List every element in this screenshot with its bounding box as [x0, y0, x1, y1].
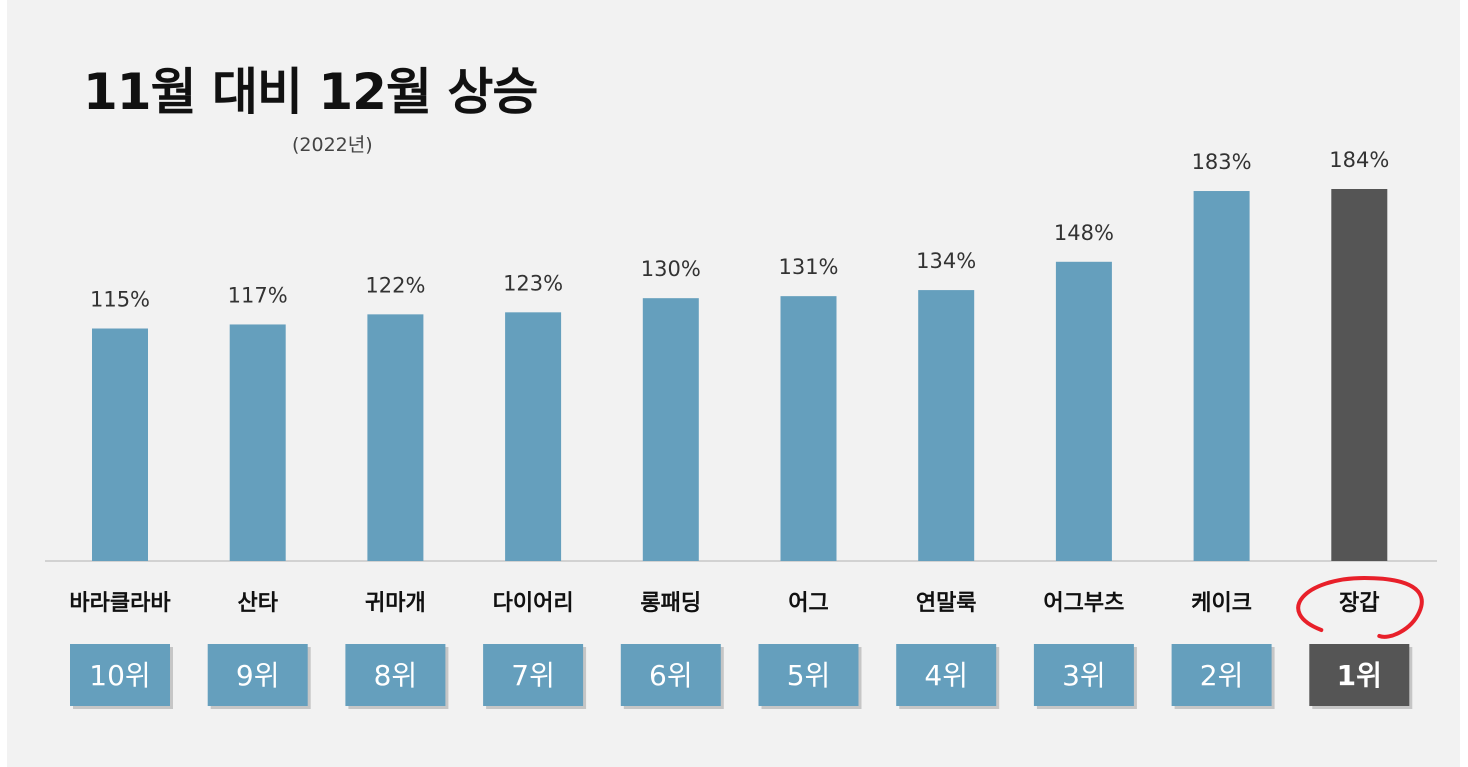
rank-label-2: 9위 — [236, 659, 280, 692]
bar-6 — [781, 296, 837, 561]
category-label-9: 케이크 — [1191, 591, 1252, 616]
data-label-3: 122% — [365, 273, 425, 297]
data-label-2: 117% — [228, 283, 288, 307]
category-label-10: 장갑 — [1339, 591, 1379, 616]
rank-label-5: 6위 — [649, 659, 693, 692]
rank-label-7: 4위 — [924, 659, 968, 692]
rank-label-6: 5위 — [787, 659, 831, 692]
rank-label-1: 10위 — [89, 659, 150, 692]
data-label-5: 130% — [641, 257, 701, 281]
rank-label-10: 1위 — [1337, 659, 1382, 692]
bar-chart: 115%바라클라바10위117%산타9위122%귀마개8위123%다이어리7위1… — [7, 0, 1460, 767]
bar-4 — [505, 312, 561, 561]
category-label-1: 바라클라바 — [69, 591, 171, 616]
chart-canvas: 11월 대비 12월 상승 (2022년) 115% 바라클라바 10위 117% 산타… — [7, 0, 1460, 767]
bar-7 — [918, 290, 974, 561]
bar-5 — [643, 298, 699, 561]
category-label-5: 롱패딩 — [640, 591, 701, 616]
bar-2 — [230, 324, 286, 561]
rank-label-4: 7위 — [511, 659, 555, 692]
data-label-6: 131% — [778, 255, 838, 279]
category-label-2: 산타 — [237, 591, 278, 616]
rank-label-8: 3위 — [1062, 659, 1106, 692]
bar-3 — [367, 314, 423, 561]
data-label-10: 184% — [1329, 148, 1389, 172]
bar-1 — [92, 329, 148, 562]
category-label-4: 다이어리 — [493, 591, 574, 616]
rank-label-9: 2위 — [1200, 659, 1244, 692]
category-label-8: 어그부츠 — [1043, 591, 1124, 616]
category-label-7: 연말룩 — [916, 591, 977, 616]
data-label-1: 115% — [90, 288, 150, 312]
category-label-6: 어그 — [788, 591, 828, 616]
bar-9 — [1194, 191, 1250, 561]
category-label-3: 귀마개 — [365, 591, 426, 616]
data-label-4: 123% — [503, 271, 563, 295]
bar-10 — [1331, 189, 1387, 561]
data-label-9: 183% — [1192, 150, 1252, 174]
rank-label-3: 8위 — [374, 659, 418, 692]
data-label-8: 148% — [1054, 221, 1114, 245]
bar-8 — [1056, 262, 1112, 561]
data-label-7: 134% — [916, 249, 976, 273]
